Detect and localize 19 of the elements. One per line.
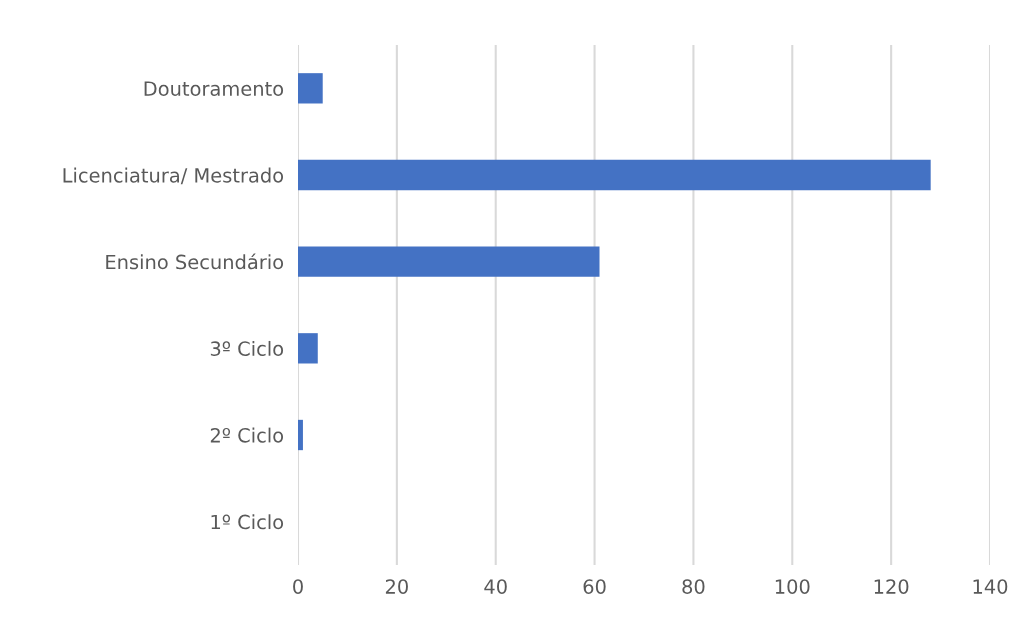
- y-tick-label: Doutoramento: [144, 81, 284, 96]
- x-tick-label: 100: [775, 579, 810, 594]
- x-tick-label: 80: [682, 579, 705, 594]
- y-tick-label: 2º Ciclo: [210, 427, 284, 443]
- x-tick-label: 120: [874, 579, 909, 594]
- bar: [298, 159, 931, 191]
- x-tick-label: 40: [484, 579, 507, 594]
- bar: [298, 246, 600, 277]
- bar: [298, 419, 303, 451]
- x-tick-label: 140: [973, 579, 1008, 594]
- y-tick-label: Ensino Secundário: [106, 253, 284, 270]
- x-tick-label: 60: [583, 579, 606, 594]
- y-tick-label: Licenciatura/ Mestrado: [63, 167, 284, 185]
- x-tick-label: 20: [385, 579, 408, 594]
- bar: [298, 73, 323, 104]
- y-tick-label: 1º Ciclo: [211, 514, 284, 530]
- bar: [298, 333, 318, 364]
- x-tick-label: 0: [293, 579, 303, 594]
- y-tick-label: 3º Ciclo: [210, 340, 284, 356]
